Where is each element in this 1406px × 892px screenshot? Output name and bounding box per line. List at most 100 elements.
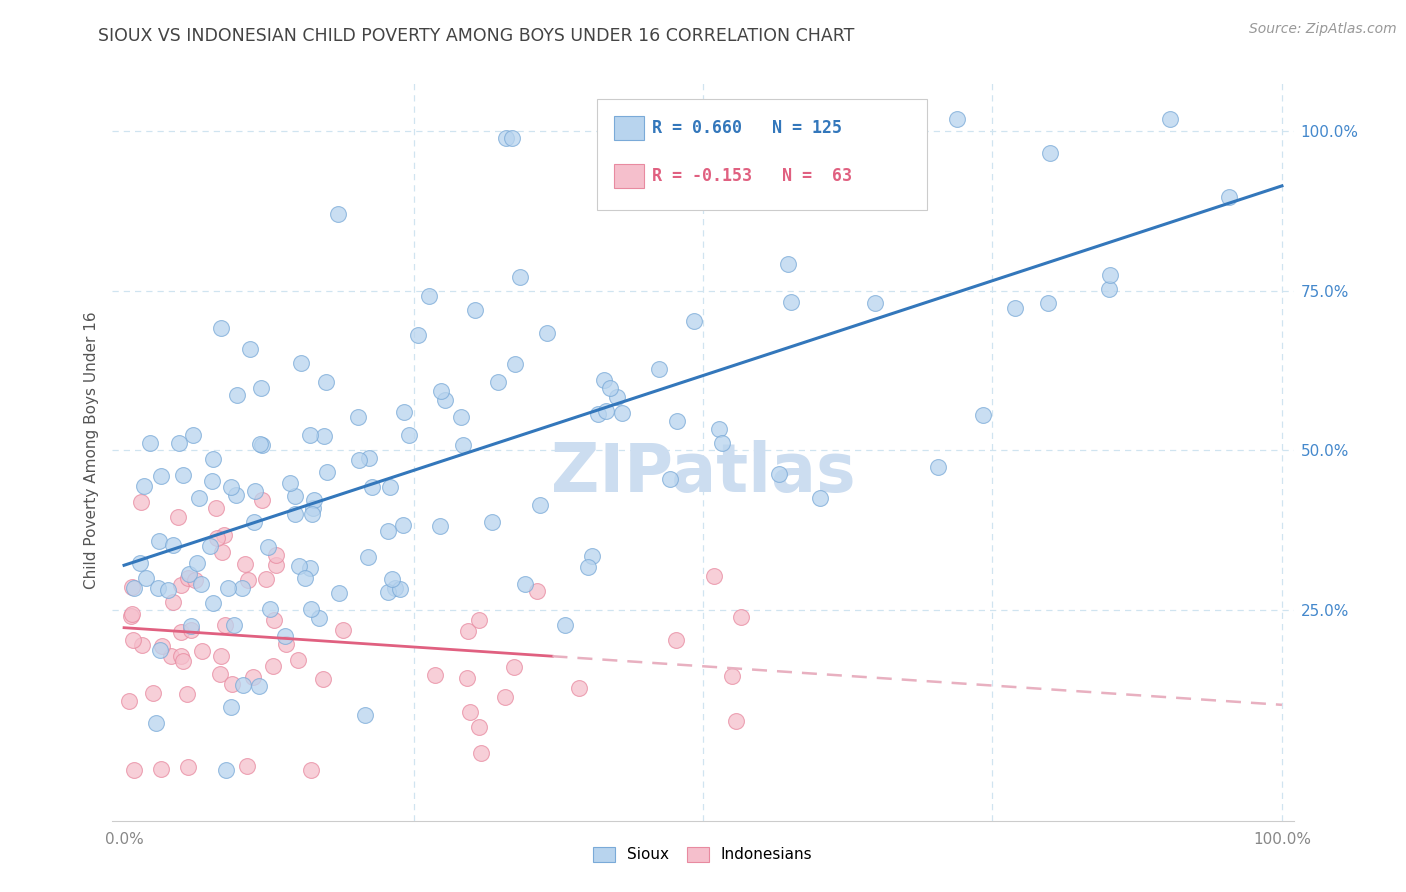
Text: R = 0.660   N = 125: R = 0.660 N = 125 <box>652 119 842 136</box>
Point <box>184 573 207 587</box>
Point <box>224 618 246 632</box>
Bar <box>614 164 644 187</box>
Point <box>450 409 472 424</box>
Point <box>299 763 322 777</box>
Point <box>284 507 307 521</box>
Point <box>578 559 600 574</box>
Point <box>703 569 725 583</box>
Point <box>503 660 526 674</box>
Point <box>249 437 271 451</box>
Point <box>225 388 247 402</box>
Point <box>180 623 202 637</box>
Point <box>212 527 235 541</box>
Y-axis label: Child Poverty Among Boys Under 16: Child Poverty Among Boys Under 16 <box>83 311 98 590</box>
Point <box>263 613 285 627</box>
Point <box>214 763 236 777</box>
Point <box>167 435 190 450</box>
Point <box>231 581 253 595</box>
Point <box>332 623 354 637</box>
Text: ZIPatlas: ZIPatlas <box>551 440 855 506</box>
Point <box>170 578 193 592</box>
Point <box>1036 295 1059 310</box>
Point <box>357 549 380 564</box>
Point <box>384 581 406 595</box>
Point <box>259 602 281 616</box>
Point <box>262 659 284 673</box>
Point <box>204 500 226 515</box>
Point <box>170 625 193 640</box>
Point <box>586 407 609 421</box>
Point <box>381 572 404 586</box>
Point <box>398 428 420 442</box>
Point <box>145 716 167 731</box>
Point <box>150 640 173 654</box>
Point <box>274 637 297 651</box>
Point <box>122 581 145 595</box>
Point <box>236 759 259 773</box>
Point <box>768 467 790 482</box>
Point <box>328 586 350 600</box>
Point <box>118 693 141 707</box>
Point <box>418 289 440 303</box>
Point <box>495 130 517 145</box>
Point <box>139 436 162 450</box>
Point <box>176 687 198 701</box>
Point <box>724 714 747 729</box>
Point <box>221 699 243 714</box>
Point <box>256 540 278 554</box>
Point <box>494 690 516 704</box>
Point <box>776 257 799 271</box>
Point <box>593 373 616 387</box>
Point <box>721 668 744 682</box>
Point <box>302 493 325 508</box>
Point <box>710 435 733 450</box>
Point <box>707 422 730 436</box>
Point <box>146 581 169 595</box>
Point <box>214 618 236 632</box>
Point <box>378 480 401 494</box>
Point <box>131 638 153 652</box>
Point <box>486 375 509 389</box>
Text: R = -0.153   N =  63: R = -0.153 N = 63 <box>652 167 852 185</box>
Point <box>467 720 489 734</box>
Point <box>665 632 688 647</box>
Point <box>451 438 474 452</box>
Point <box>156 582 179 597</box>
Point <box>148 533 170 548</box>
Point <box>121 607 143 621</box>
Point <box>302 501 325 516</box>
Point <box>225 488 247 502</box>
Point <box>177 760 200 774</box>
Point <box>730 609 752 624</box>
Point <box>347 453 370 467</box>
Point <box>190 577 212 591</box>
Point <box>666 414 689 428</box>
Point <box>121 580 143 594</box>
Point <box>392 405 415 419</box>
Point <box>236 573 259 587</box>
Point <box>683 313 706 327</box>
Point <box>245 483 267 498</box>
Point <box>162 595 184 609</box>
Point <box>159 649 181 664</box>
Text: SIOUX VS INDONESIAN CHILD POVERTY AMONG BOYS UNDER 16 CORRELATION CHART: SIOUX VS INDONESIAN CHILD POVERTY AMONG … <box>98 27 855 45</box>
Point <box>294 571 316 585</box>
Point <box>205 531 228 545</box>
Point <box>264 558 287 572</box>
Point <box>606 390 628 404</box>
Point <box>167 510 190 524</box>
Text: Source: ZipAtlas.com: Source: ZipAtlas.com <box>1249 22 1396 37</box>
Point <box>221 480 243 494</box>
Point <box>481 515 503 529</box>
Point <box>779 295 801 310</box>
Point <box>252 438 274 452</box>
Point <box>315 466 337 480</box>
Point <box>595 404 617 418</box>
Point <box>242 670 264 684</box>
Point <box>554 617 576 632</box>
Point <box>287 653 309 667</box>
Point <box>808 491 831 505</box>
Point <box>264 548 287 562</box>
Point <box>659 472 682 486</box>
Point <box>599 381 621 395</box>
